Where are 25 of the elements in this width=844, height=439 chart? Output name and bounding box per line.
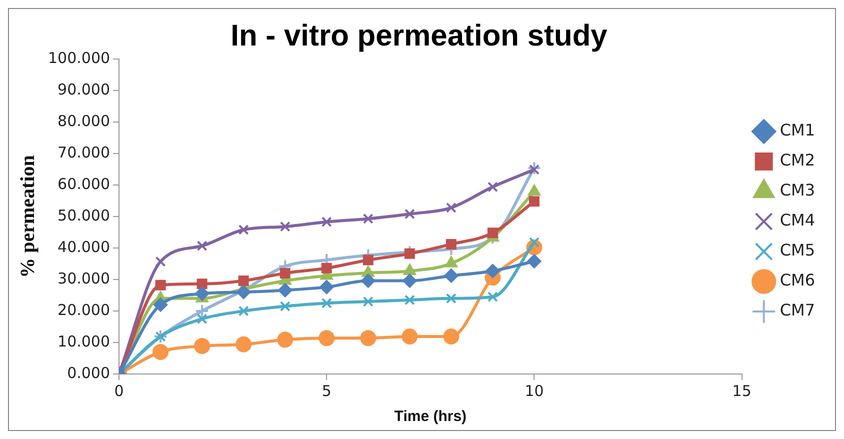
y-tick-label: 100.000 [48, 48, 110, 67]
chart-title: In - vitro permeation study [230, 19, 608, 52]
y-tick-label: 30.000 [58, 269, 110, 288]
x-tick-label: 5 [322, 382, 332, 400]
x-tick-label: 0 [114, 382, 124, 400]
x-tick-label: 15 [732, 382, 752, 400]
y-tick-label: 20.000 [58, 300, 110, 319]
legend-label: CM5 [780, 240, 815, 260]
legend-label: CM6 [780, 270, 815, 290]
legend-label: CM1 [780, 120, 815, 140]
y-tick-label: 80.000 [58, 112, 110, 130]
legend-label: CM2 [780, 150, 815, 170]
legend-label: CM4 [780, 210, 815, 230]
y-tick-label: 60.000 [58, 174, 110, 193]
y-tick-label: 10.000 [58, 332, 110, 350]
x-tick-label: 10 [524, 382, 544, 400]
y-tick-label: 70.000 [58, 143, 110, 162]
y-tick-label: 90.000 [58, 80, 110, 98]
y-axis-title: % permeation [17, 155, 40, 278]
legend-label: CM3 [780, 180, 815, 200]
legend-label: CM7 [780, 300, 815, 320]
y-tick-label: 0.000 [67, 364, 110, 382]
y-tick-label: 50.000 [58, 206, 110, 224]
y-tick-label: 40.000 [58, 238, 110, 256]
x-axis-title: Time (hrs) [394, 408, 467, 426]
